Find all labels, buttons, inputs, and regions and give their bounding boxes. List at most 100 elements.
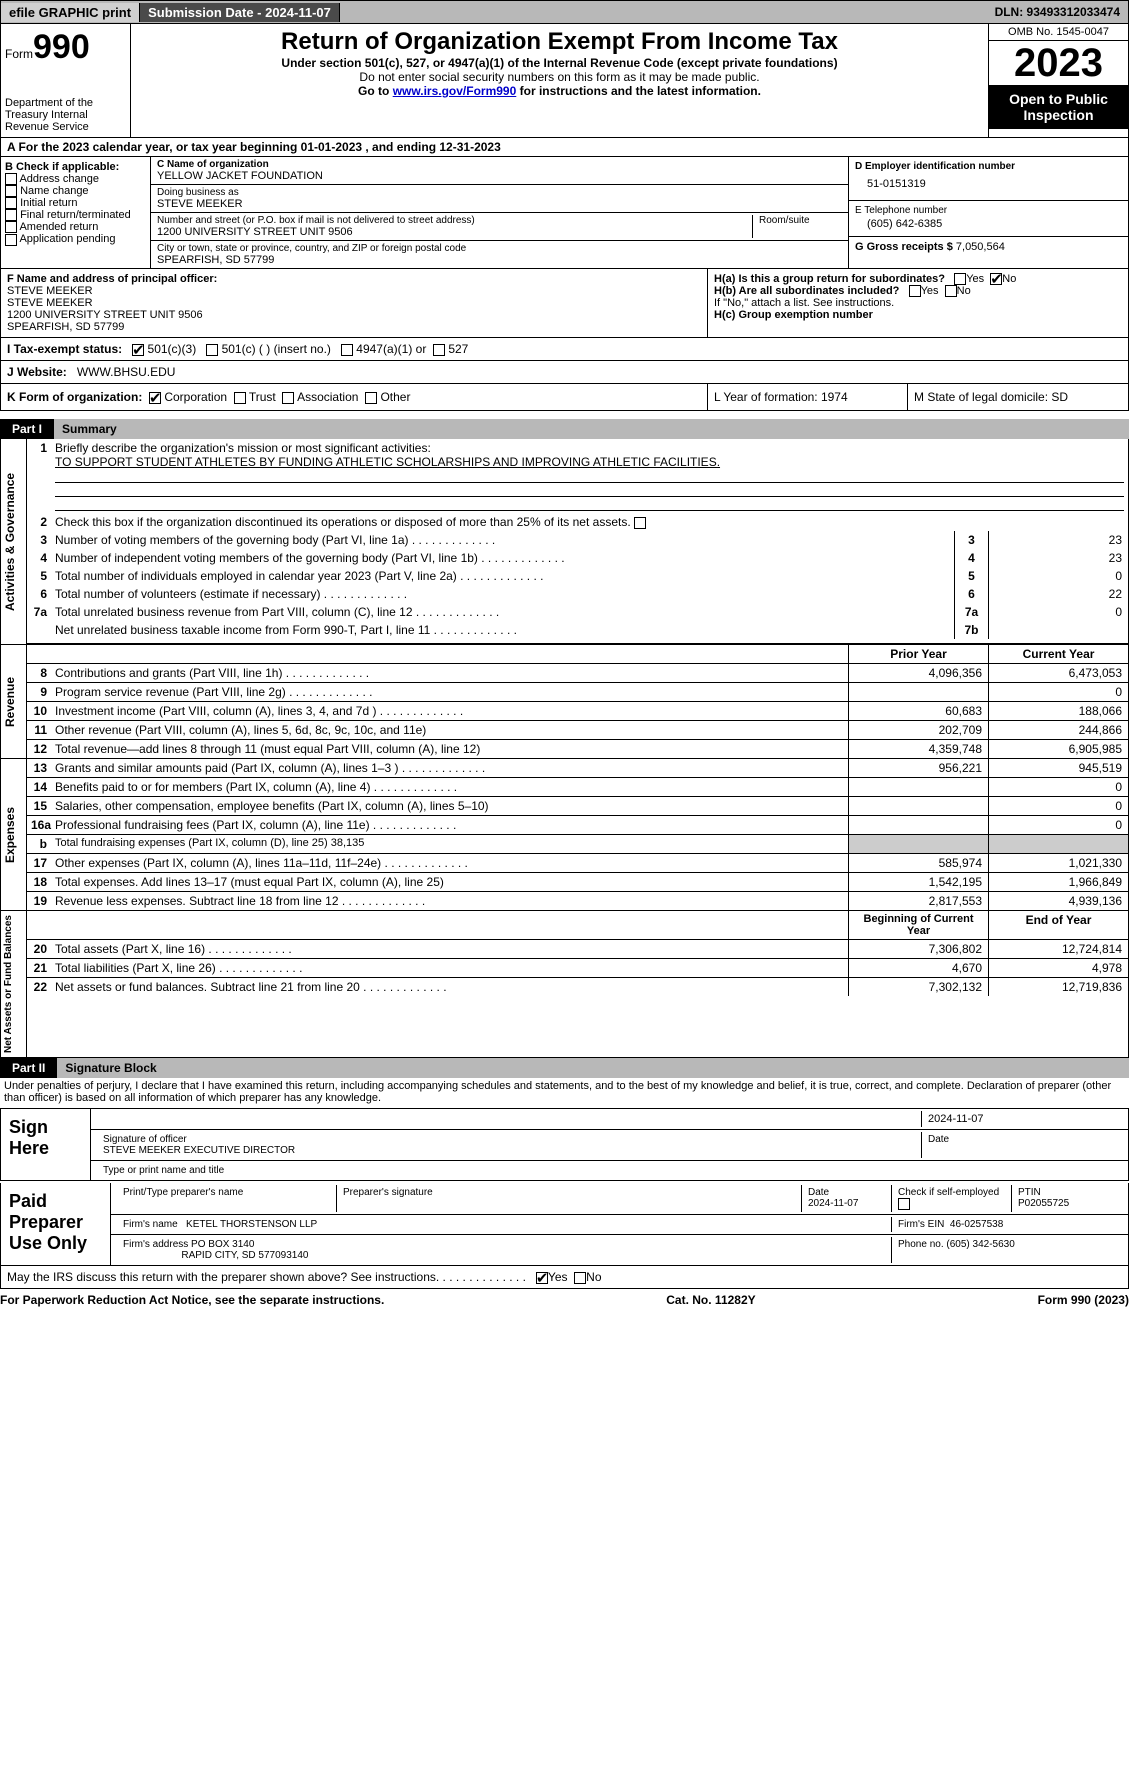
p9 bbox=[848, 683, 988, 701]
p19: 2,817,553 bbox=[848, 892, 988, 910]
vtab-revenue: Revenue bbox=[1, 645, 27, 758]
officer-addr: 1200 UNIVERSITY STREET UNIT 9506 bbox=[7, 309, 203, 321]
p15 bbox=[848, 797, 988, 815]
cb-4947[interactable] bbox=[341, 344, 353, 356]
line15: Salaries, other compensation, employee b… bbox=[51, 797, 848, 815]
p11: 202,709 bbox=[848, 721, 988, 739]
h-block: H(a) Is this a group return for subordin… bbox=[708, 269, 1128, 337]
cb-corp[interactable] bbox=[149, 392, 161, 404]
checkbox-amended[interactable] bbox=[5, 221, 17, 233]
hb-yes-cb[interactable] bbox=[909, 285, 921, 297]
k-label: K Form of organization: bbox=[7, 390, 142, 404]
discuss-no-cb[interactable] bbox=[574, 1272, 586, 1284]
sig-officer-field bbox=[97, 1111, 922, 1127]
checkbox-final-return[interactable] bbox=[5, 209, 17, 221]
line8: Contributions and grants (Part VIII, lin… bbox=[51, 664, 848, 682]
prep-name-label: Print/Type preparer's name bbox=[117, 1185, 337, 1212]
line-num: 2 bbox=[27, 513, 51, 531]
v5: 0 bbox=[988, 567, 1128, 585]
dba-label: Doing business as bbox=[157, 187, 842, 198]
efile-label: efile GRAPHIC print bbox=[1, 3, 140, 22]
v7b bbox=[988, 621, 1128, 639]
identity-grid: B Check if applicable: Address change Na… bbox=[0, 157, 1129, 269]
officer-name2: STEVE MEEKER bbox=[7, 297, 93, 309]
form-footer: Form 990 (2023) bbox=[1038, 1293, 1129, 1307]
row-f-h: F Name and address of principal officer:… bbox=[0, 269, 1129, 338]
j-label: J Website: bbox=[7, 365, 67, 379]
c8: 6,473,053 bbox=[988, 664, 1128, 682]
officer-label: F Name and address of principal officer: bbox=[7, 273, 217, 285]
org-name-label: C Name of organization bbox=[157, 159, 842, 170]
c10: 188,066 bbox=[988, 702, 1128, 720]
checkbox-initial-return[interactable] bbox=[5, 197, 17, 209]
cb-lbl: Initial return bbox=[20, 197, 77, 209]
ha-no-cb[interactable] bbox=[990, 273, 1002, 285]
cb-trust[interactable] bbox=[234, 392, 246, 404]
row-a-tax-year: A For the 2023 calendar year, or tax yea… bbox=[0, 138, 1129, 157]
c22: 12,719,836 bbox=[988, 978, 1128, 996]
open-inspection: Open to Public Inspection bbox=[989, 85, 1128, 129]
line16b: Total fundraising expenses (Part IX, col… bbox=[51, 835, 848, 853]
hdr-eoy: End of Year bbox=[988, 911, 1128, 939]
sign-here-label: Sign Here bbox=[1, 1109, 91, 1180]
c15: 0 bbox=[988, 797, 1128, 815]
officer-city: SPEARFISH, SD 57799 bbox=[7, 321, 124, 333]
cb-other[interactable] bbox=[365, 392, 377, 404]
cb-self-employed[interactable] bbox=[898, 1198, 910, 1210]
p16a bbox=[848, 816, 988, 834]
m-state: M State of legal domicile: SD bbox=[908, 384, 1128, 410]
addr-label: Number and street (or P.O. box if mail i… bbox=[157, 215, 752, 226]
gross-label: G Gross receipts $ bbox=[855, 241, 953, 253]
addr-value: 1200 UNIVERSITY STREET UNIT 9506 bbox=[157, 226, 752, 238]
line9: Program service revenue (Part VIII, line… bbox=[51, 683, 848, 701]
cb-lbl: Address change bbox=[19, 173, 99, 185]
p13: 956,221 bbox=[848, 759, 988, 777]
ssn-note: Do not enter social security numbers on … bbox=[139, 70, 980, 84]
ha-yes-cb[interactable] bbox=[954, 273, 966, 285]
part-i-title: Summary bbox=[54, 419, 1129, 439]
penalty-statement: Under penalties of perjury, I declare th… bbox=[0, 1078, 1129, 1106]
form-subtitle: Under section 501(c), 527, or 4947(a)(1)… bbox=[139, 56, 980, 70]
city-label: City or town, state or province, country… bbox=[157, 243, 842, 254]
cb-501c3[interactable] bbox=[132, 344, 144, 356]
hc-label: H(c) Group exemption number bbox=[714, 309, 873, 321]
c19: 4,939,136 bbox=[988, 892, 1128, 910]
o-corp: Corporation bbox=[164, 390, 227, 404]
i-label: I Tax-exempt status: bbox=[7, 342, 122, 356]
p20: 7,306,802 bbox=[848, 940, 988, 958]
vtab-governance: Activities & Governance bbox=[1, 439, 27, 644]
line18: Total expenses. Add lines 13–17 (must eq… bbox=[51, 873, 848, 891]
c16a: 0 bbox=[988, 816, 1128, 834]
col-right: D Employer identification number 51-0151… bbox=[848, 157, 1128, 268]
o-other: Other bbox=[380, 390, 410, 404]
cb-527[interactable] bbox=[433, 344, 445, 356]
prep-sig-label: Preparer's signature bbox=[337, 1185, 802, 1212]
checkbox-address-change[interactable] bbox=[5, 173, 17, 185]
discuss-row: May the IRS discuss this return with the… bbox=[0, 1266, 1129, 1289]
checkbox-app-pending[interactable] bbox=[5, 234, 17, 246]
checkbox-name-change[interactable] bbox=[5, 185, 17, 197]
goto-link[interactable]: www.irs.gov/Form990 bbox=[393, 84, 517, 98]
ptin-cell: PTINP02055725 bbox=[1012, 1185, 1122, 1212]
line10: Investment income (Part VIII, column (A)… bbox=[51, 702, 848, 720]
sign-here-block: Sign Here 2024-11-07 Signature of office… bbox=[0, 1108, 1129, 1181]
revenue-section: Revenue Prior YearCurrent Year 8Contribu… bbox=[0, 645, 1129, 759]
hdr-boy: Beginning of Current Year bbox=[848, 911, 988, 939]
discuss-yes-cb[interactable] bbox=[536, 1272, 548, 1284]
firm-name-cell: Firm's name KETEL THORSTENSON LLP bbox=[117, 1217, 892, 1232]
ha-label: H(a) Is this a group return for subordin… bbox=[714, 273, 945, 285]
topbar: efile GRAPHIC print Submission Date - 20… bbox=[0, 0, 1129, 24]
hb-no-cb[interactable] bbox=[945, 285, 957, 297]
cb-501c[interactable] bbox=[206, 344, 218, 356]
v6: 22 bbox=[988, 585, 1128, 603]
c20: 12,724,814 bbox=[988, 940, 1128, 958]
cb-assoc[interactable] bbox=[282, 392, 294, 404]
col-b-title: B Check if applicable: bbox=[5, 161, 146, 173]
c18: 1,966,849 bbox=[988, 873, 1128, 891]
ein-label: D Employer identification number bbox=[855, 161, 1015, 172]
dln-label: DLN: 93493312033474 bbox=[995, 5, 1128, 19]
cb-discontinued[interactable] bbox=[634, 517, 646, 529]
room-label: Room/suite bbox=[759, 215, 842, 226]
p16b bbox=[848, 835, 988, 853]
paid-preparer-block: Paid Preparer Use Only Print/Type prepar… bbox=[0, 1183, 1129, 1266]
